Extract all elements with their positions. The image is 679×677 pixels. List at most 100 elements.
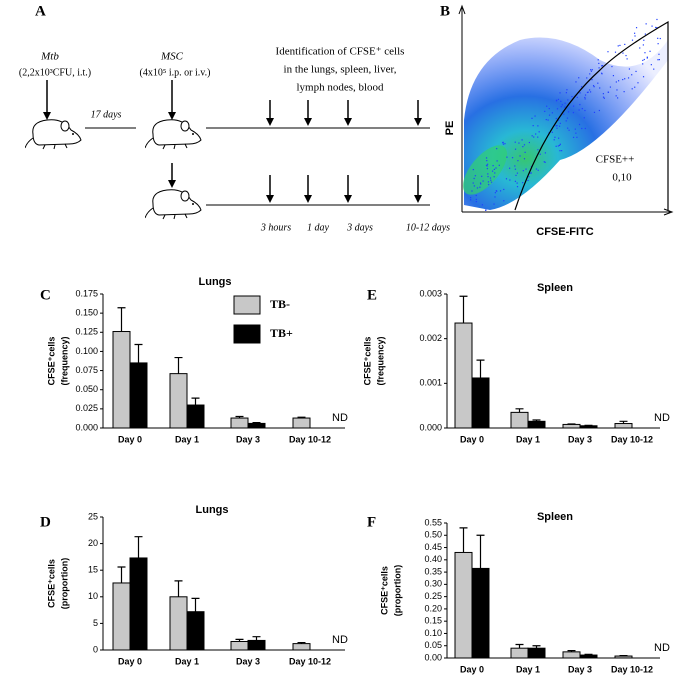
y-tick-label: 0.20 [424, 603, 442, 613]
dot [622, 78, 624, 81]
dot [657, 37, 659, 39]
y-tick-label: 15 [88, 565, 98, 575]
bar [562, 651, 581, 659]
dot [615, 95, 617, 97]
dot [581, 108, 583, 110]
panel-b: B PE CFSE-FITC CFSE++ 0,10 [440, 3, 674, 238]
dot [578, 123, 581, 126]
dot [607, 91, 609, 93]
dot [473, 177, 475, 180]
error-bar [134, 343, 143, 363]
dot [656, 18, 658, 21]
y-tick-label: 0.002 [419, 333, 442, 343]
dot [561, 150, 563, 152]
dot [494, 172, 496, 174]
dot [480, 183, 482, 185]
error-bar [235, 638, 244, 642]
dot [642, 76, 645, 78]
x-tick-label: Day 10-12 [289, 656, 331, 666]
panel-label: C [40, 287, 51, 303]
dot [575, 81, 577, 83]
bar [292, 643, 311, 651]
x-tick-label: Day 3 [568, 434, 592, 444]
dot [639, 47, 641, 49]
dot [657, 43, 659, 45]
dot [607, 51, 609, 53]
dot [634, 35, 636, 37]
dot [564, 102, 566, 104]
identification-text: lymph nodes, blood [296, 82, 384, 94]
bar [510, 411, 529, 429]
dot [572, 136, 575, 139]
x-tick-label: Day 3 [568, 664, 592, 674]
y-axis-label: CFSE⁺cells [362, 337, 372, 386]
x-tick-label: Day 1 [175, 656, 199, 666]
chart-title: Spleen [537, 282, 573, 294]
dot [479, 182, 482, 184]
dot [646, 56, 648, 58]
error-bar [476, 359, 485, 378]
dot [625, 54, 627, 57]
dot [517, 160, 519, 162]
dot [597, 59, 599, 61]
bar [614, 655, 633, 659]
dot [624, 43, 626, 46]
dot [635, 70, 637, 73]
dot [602, 96, 605, 98]
dot [493, 176, 495, 178]
gate [514, 20, 669, 211]
dot [576, 136, 578, 138]
chart-title: Lungs [199, 276, 232, 288]
chart-title: Lungs [196, 504, 229, 516]
dot [502, 141, 504, 143]
dot [597, 82, 599, 84]
y-axis-label: (frequency) [375, 336, 385, 385]
dot [614, 51, 617, 53]
dot [494, 196, 496, 198]
bar [471, 377, 490, 429]
y-tick-label: 0.050 [75, 384, 98, 394]
dot [475, 198, 477, 201]
dot [616, 89, 618, 91]
dot [537, 169, 539, 171]
dot [555, 125, 557, 127]
error-bar [584, 653, 593, 656]
dot [539, 153, 541, 155]
axis-arrow [663, 208, 674, 216]
x-tick-label: Day 1 [516, 434, 540, 444]
dot [598, 109, 600, 112]
mouse-icon [25, 119, 82, 150]
y-tick-label: 0.50 [424, 530, 442, 540]
identification-text: Identification of CFSE⁺ cells [276, 46, 405, 58]
dot [496, 160, 498, 162]
dot [623, 91, 625, 93]
interval-label: 17 days [91, 109, 122, 120]
arrowhead [304, 195, 312, 203]
dot [567, 99, 569, 101]
dot [603, 97, 605, 99]
dot [482, 180, 484, 182]
dot [642, 59, 644, 62]
error-bar [459, 527, 468, 553]
dot [576, 96, 578, 99]
arrowhead [304, 118, 312, 126]
legend-swatch [233, 324, 261, 344]
x-tick-label: Day 0 [118, 656, 142, 666]
dot [658, 53, 660, 55]
dot [658, 59, 660, 61]
dot [471, 190, 473, 192]
dot [559, 122, 561, 124]
dot [548, 114, 551, 116]
panel-label: B [440, 3, 450, 19]
x-tick-label: Day 3 [236, 656, 260, 666]
legend-swatch [233, 295, 261, 315]
msc-label: MSC [160, 51, 184, 63]
dot [490, 179, 492, 181]
dot [628, 68, 631, 70]
error-bar [235, 415, 244, 419]
dot [642, 63, 644, 65]
x-tick-label: Day 10-12 [611, 434, 653, 444]
dot [559, 150, 561, 152]
dot [624, 78, 626, 80]
bar [579, 654, 598, 659]
